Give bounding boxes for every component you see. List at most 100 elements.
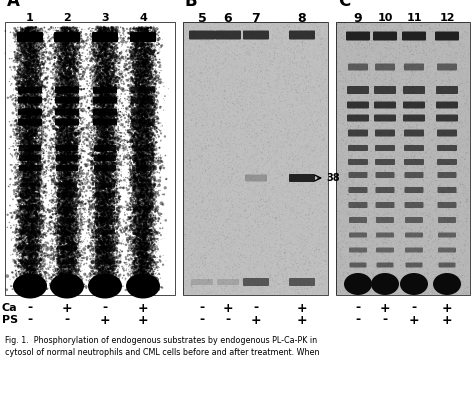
Point xyxy=(322,87,330,94)
Point xyxy=(100,90,108,96)
Point xyxy=(57,171,65,178)
Point xyxy=(133,50,140,57)
Point xyxy=(344,157,351,163)
Point xyxy=(229,215,237,221)
Point xyxy=(422,139,430,146)
Point xyxy=(69,269,77,275)
Point xyxy=(32,75,40,82)
Point xyxy=(61,189,69,195)
Point xyxy=(142,91,150,98)
Point xyxy=(274,90,282,96)
Point xyxy=(395,23,402,30)
Point xyxy=(109,259,116,265)
Point xyxy=(140,79,148,85)
Point xyxy=(140,236,148,243)
Point xyxy=(377,256,385,263)
Point xyxy=(68,25,75,31)
Point xyxy=(134,126,141,132)
Point xyxy=(182,114,190,121)
Point xyxy=(150,203,157,209)
Point xyxy=(73,49,81,56)
Point xyxy=(52,44,60,51)
Point xyxy=(262,69,269,76)
Point xyxy=(397,158,404,165)
Point xyxy=(452,101,459,108)
Point xyxy=(251,99,258,106)
Point xyxy=(29,29,37,35)
Point xyxy=(141,234,148,240)
Point xyxy=(142,54,150,60)
Point xyxy=(100,80,107,86)
Point xyxy=(97,240,105,247)
Point xyxy=(397,247,404,253)
Point xyxy=(199,290,206,297)
Point xyxy=(389,36,397,42)
Point xyxy=(33,270,41,276)
Point xyxy=(201,191,209,198)
Point xyxy=(417,190,425,196)
Point xyxy=(463,263,470,269)
Point xyxy=(353,257,360,264)
Point xyxy=(354,208,362,214)
Point xyxy=(399,26,407,33)
Point xyxy=(297,20,304,26)
Point xyxy=(265,138,273,145)
Point xyxy=(11,280,18,287)
Point xyxy=(138,51,146,58)
Point xyxy=(320,189,328,196)
Point xyxy=(97,211,104,218)
Point xyxy=(333,109,341,116)
Point xyxy=(152,188,160,194)
Point xyxy=(296,187,303,194)
Point xyxy=(103,237,110,244)
Point xyxy=(23,74,30,81)
Point xyxy=(250,137,258,144)
Point xyxy=(266,210,273,217)
Point xyxy=(191,196,199,202)
Point xyxy=(459,251,466,258)
Point xyxy=(110,218,118,225)
Point xyxy=(20,34,27,41)
Point xyxy=(16,204,24,210)
Point xyxy=(103,29,110,36)
Point xyxy=(414,196,422,202)
Point xyxy=(285,278,293,285)
Point xyxy=(334,79,342,85)
Point xyxy=(383,181,390,188)
Point xyxy=(236,68,244,75)
Point xyxy=(427,137,435,144)
Point xyxy=(416,218,424,225)
Point xyxy=(22,199,29,205)
Point xyxy=(225,31,233,38)
Point xyxy=(248,162,255,169)
Point xyxy=(251,238,259,245)
Point xyxy=(31,151,39,158)
Point xyxy=(462,24,469,30)
Point xyxy=(200,46,208,52)
Point xyxy=(346,150,353,156)
Point xyxy=(100,183,108,189)
Point xyxy=(107,254,115,261)
Point xyxy=(20,254,28,261)
Point xyxy=(63,209,71,216)
Point xyxy=(68,104,75,111)
Point xyxy=(351,222,359,228)
Point xyxy=(32,126,40,133)
Point xyxy=(139,168,147,174)
Point xyxy=(36,189,43,196)
Point xyxy=(30,137,38,143)
Point xyxy=(155,28,163,35)
Point xyxy=(267,154,275,161)
Point xyxy=(141,119,148,126)
Point xyxy=(103,231,110,237)
Point xyxy=(75,193,83,199)
Point xyxy=(403,225,411,231)
Point xyxy=(63,198,70,204)
Point xyxy=(31,257,38,263)
Point xyxy=(272,140,280,146)
Point xyxy=(434,250,442,256)
Point xyxy=(143,103,150,110)
Point xyxy=(144,85,151,92)
Point xyxy=(134,60,142,67)
Point xyxy=(28,67,36,74)
